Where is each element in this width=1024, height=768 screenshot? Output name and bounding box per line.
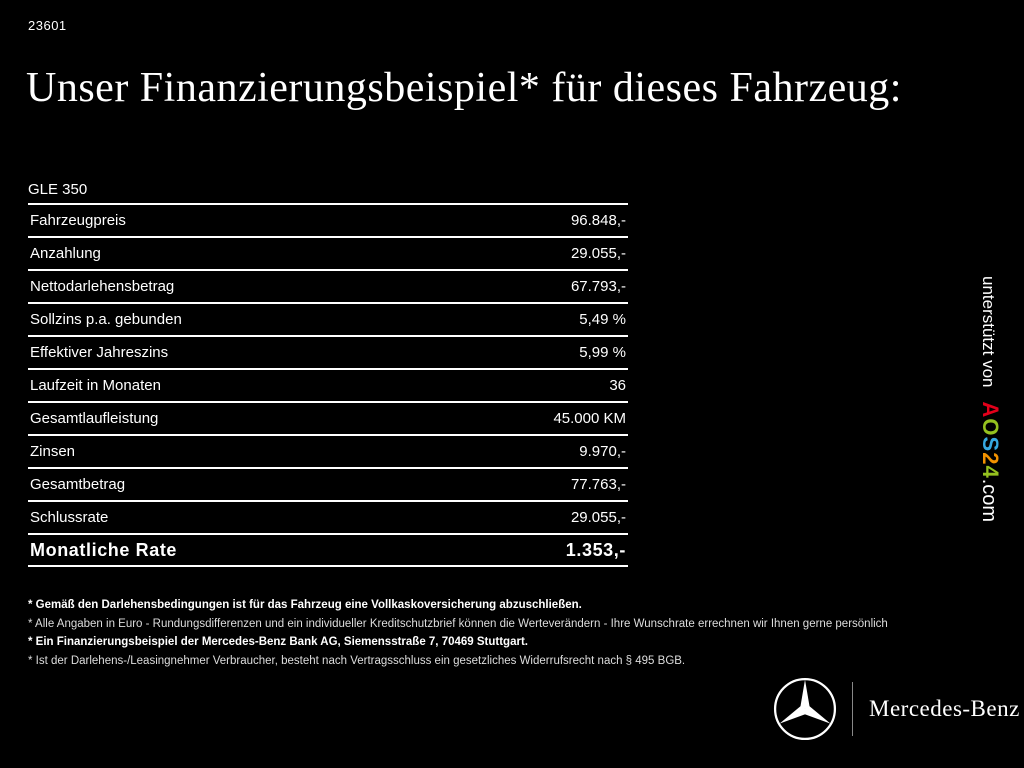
finance-table: GLE 350 Fahrzeugpreis 96.848,- Anzahlung… [28, 176, 628, 567]
table-row: Gesamtbetrag 77.763,- [28, 467, 628, 500]
row-value: 45.000 KM [553, 410, 626, 427]
aos24-logo: AOS24 [978, 402, 1003, 479]
total-row-label: Monatliche Rate [30, 539, 178, 560]
table-row: Schlussrate 29.055,- [28, 500, 628, 533]
row-label: Laufzeit in Monaten [30, 377, 161, 394]
row-label: Nettodarlehensbetrag [30, 278, 175, 295]
row-label: Anzahlung [30, 245, 101, 262]
brand-divider [852, 682, 853, 736]
aos24-letter: 2 [978, 452, 1003, 466]
aos24-letter: 4 [978, 465, 1003, 479]
row-value: 96.848,- [570, 212, 626, 229]
vehicle-model-label: GLE 350 [28, 181, 88, 198]
row-label: Gesamtbetrag [30, 476, 126, 493]
table-row: Anzahlung 29.055,- [28, 236, 628, 269]
total-row-value: 1.353,- [565, 539, 626, 560]
aos24-letter: A [978, 401, 1003, 419]
row-value: 36 [609, 377, 626, 394]
mercedes-star-icon [772, 676, 838, 742]
table-row: Sollzins p.a. gebunden 5,49 % [28, 302, 628, 335]
row-value: 5,99 % [579, 344, 626, 361]
row-value: 77.763,- [570, 476, 626, 493]
footnote: * Gemäß den Darlehensbedingungen ist für… [28, 599, 582, 611]
aos24-domain-suffix: .com [978, 478, 1000, 523]
footnote: * Alle Angaben in Euro - Rundungsdiffere… [28, 617, 888, 630]
aos24-letter: S [978, 436, 1003, 453]
row-label: Sollzins p.a. gebunden [30, 311, 182, 328]
page-title: Unser Finanzierungsbeispiel* für dieses … [26, 65, 902, 111]
row-label: Effektiver Jahreszins [30, 344, 169, 361]
table-row: Zinsen 9.970,- [28, 434, 628, 467]
brand-name: Mercedes-Benz [869, 696, 1020, 721]
footnote: * Ist der Darlehens-/Leasingnehmer Verbr… [28, 654, 686, 667]
row-value: 29.055,- [570, 509, 626, 526]
table-row: Effektiver Jahreszins 5,99 % [28, 335, 628, 368]
footnotes: * Gemäß den Darlehensbedingungen ist für… [28, 596, 928, 670]
footnote: * Ein Finanzierungsbeispiel der Mercedes… [28, 636, 528, 648]
aos24-letter: O [978, 418, 1003, 437]
row-value: 5,49 % [579, 311, 626, 328]
row-value: 29.055,- [570, 245, 626, 262]
row-label: Schlussrate [30, 509, 109, 526]
table-row: Gesamtlaufleistung 45.000 KM [28, 401, 628, 434]
row-label: Gesamtlaufleistung [30, 410, 159, 427]
row-label: Zinsen [30, 443, 76, 460]
row-value: 9.970,- [579, 443, 626, 460]
table-row: Nettodarlehensbetrag 67.793,- [28, 269, 628, 302]
row-label: Fahrzeugpreis [30, 212, 126, 229]
monthly-rate-row: Monatliche Rate 1.353,- [28, 533, 628, 567]
table-row: Fahrzeugpreis 96.848,- [28, 203, 628, 236]
vertical-brand-banner: unterstützt von AOS24.com [975, 276, 1003, 523]
table-row: Laufzeit in Monaten 36 [28, 368, 628, 401]
row-value: 67.793,- [570, 278, 626, 295]
document-number: 23601 [28, 18, 67, 33]
brand-footer: Mercedes-Benz [772, 676, 1020, 742]
supported-by-text: unterstützt von [979, 276, 998, 388]
